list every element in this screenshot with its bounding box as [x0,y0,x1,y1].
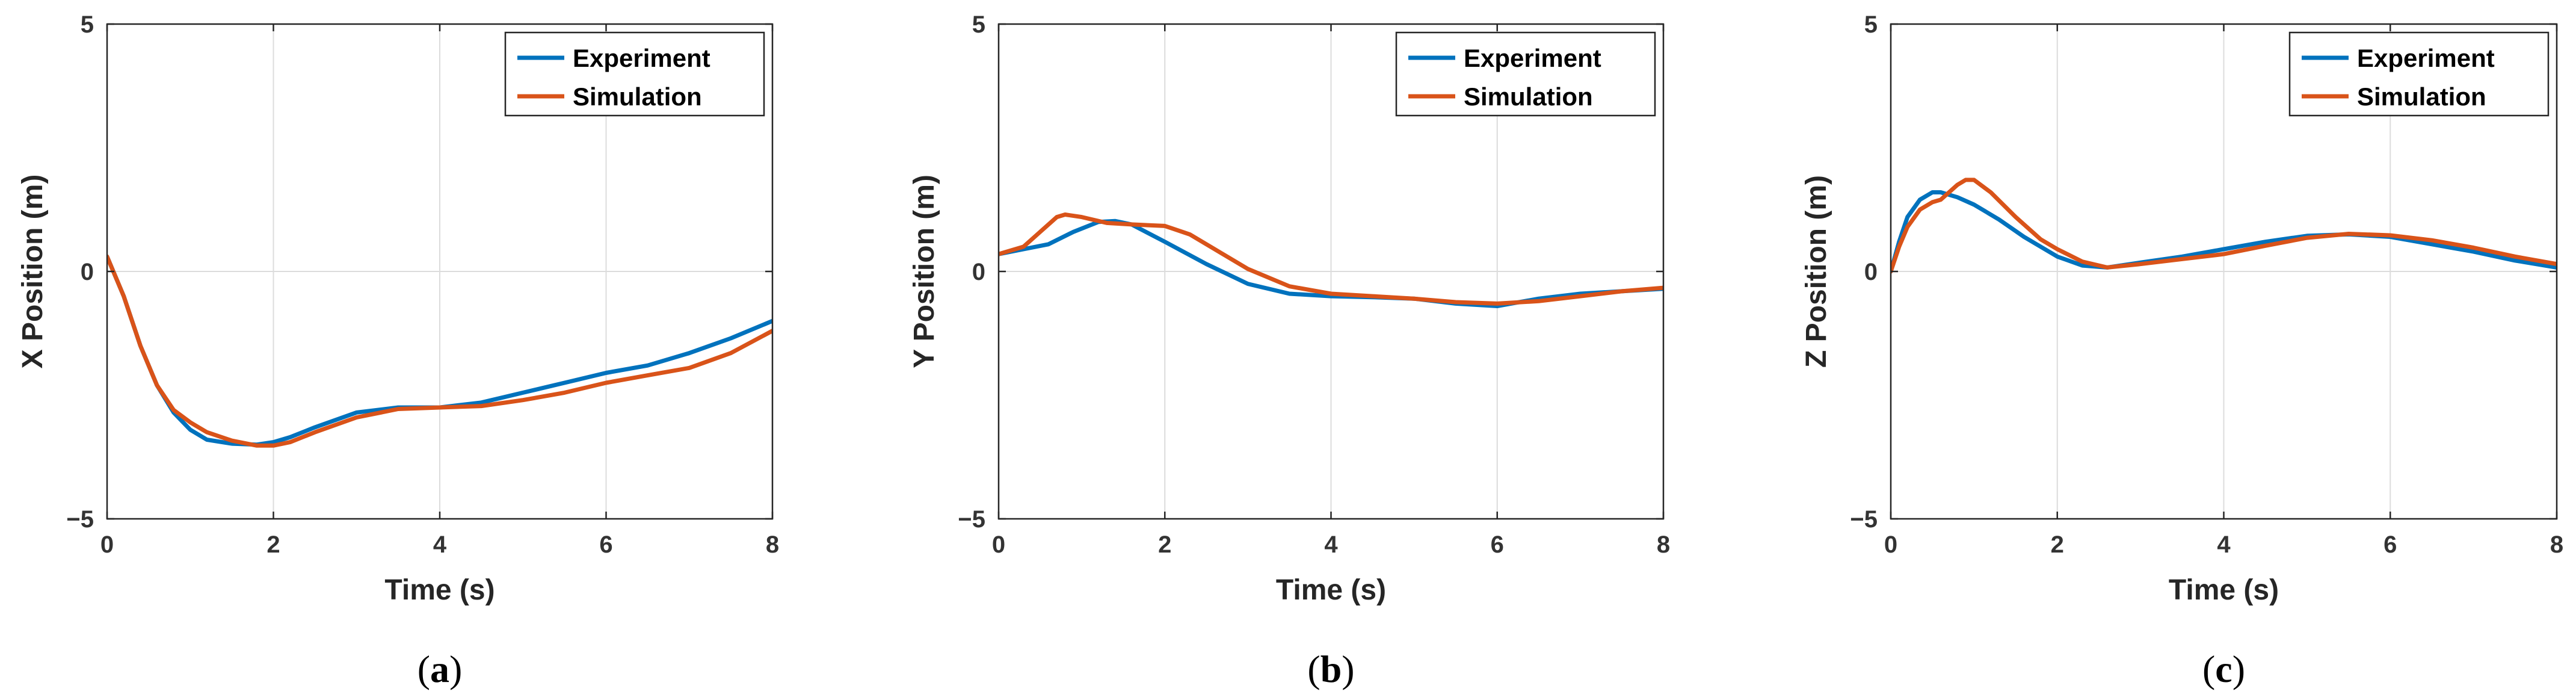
x-tick-label: 6 [2383,531,2397,558]
panel-caption: (c) [2202,648,2245,690]
y-tick-label: 0 [1864,259,1878,285]
series-line-simulation [107,254,772,448]
x-tick-label: 6 [599,531,612,558]
x-tick-label: 0 [992,531,1005,558]
y-tick-label: −5 [1850,506,1878,533]
y-axis-label: Y Position (m) [908,175,940,368]
legend: Experiment Simulation [1395,31,1656,117]
y-axis-label: X Position (m) [17,175,49,369]
panel-caption-letter: a [430,648,449,690]
y-axis-label: Z Position (m) [1801,175,1832,368]
x-tick-label: 2 [2051,531,2064,558]
y-tick-label: −5 [958,506,985,533]
legend-label-experiment: Experiment [2357,44,2495,72]
y-tick-label: −5 [66,506,94,533]
x-axis-label: Time (s) [2169,574,2279,606]
panel-caption-letter: c [2215,648,2232,690]
y-tick-label: 5 [972,11,985,38]
x-tick-label: 0 [100,531,114,558]
series-line-simulation [999,212,1663,306]
x-tick-label: 4 [1324,531,1338,558]
legend-label-simulation: Simulation [2357,82,2486,111]
legend-label-simulation: Simulation [1464,82,1593,111]
x-tick-label: 2 [1158,531,1171,558]
x-tick-label: 6 [1491,531,1504,558]
legend: Experiment Simulation [504,31,765,117]
x-tick-label: 8 [1657,531,1670,558]
panel-caption-letter: b [1320,648,1342,690]
y-tick-label: 5 [1864,11,1878,38]
legend-label-simulation: Simulation [573,82,702,111]
x-tick-label: 2 [267,531,280,558]
legend: Experiment Simulation [2288,31,2550,117]
y-tick-label: 5 [81,11,94,38]
x-tick-label: 4 [433,531,447,558]
chart-panel-b: 0 2 4 6 8 −5 0 5 Time (s) Y Position (m) Experimen… [908,11,1670,690]
legend-label-experiment: Experiment [573,44,710,72]
x-axis-label: Time (s) [384,574,495,606]
legend-box [2288,31,2550,117]
x-axis-label: Time (s) [1276,574,1386,606]
legend-label-experiment: Experiment [1464,44,1601,72]
y-tick-label: 0 [972,259,985,285]
x-tick-label: 4 [2217,531,2231,558]
legend-box [1395,31,1656,117]
x-tick-label: 0 [1884,531,1897,558]
legend-box [504,31,765,117]
series-line-simulation [1891,178,2557,274]
x-tick-label: 8 [2550,531,2563,558]
panel-caption: (a) [418,648,463,690]
y-tick-label: 0 [81,259,94,285]
panel-caption: (b) [1307,648,1354,690]
x-tick-label: 8 [766,531,779,558]
